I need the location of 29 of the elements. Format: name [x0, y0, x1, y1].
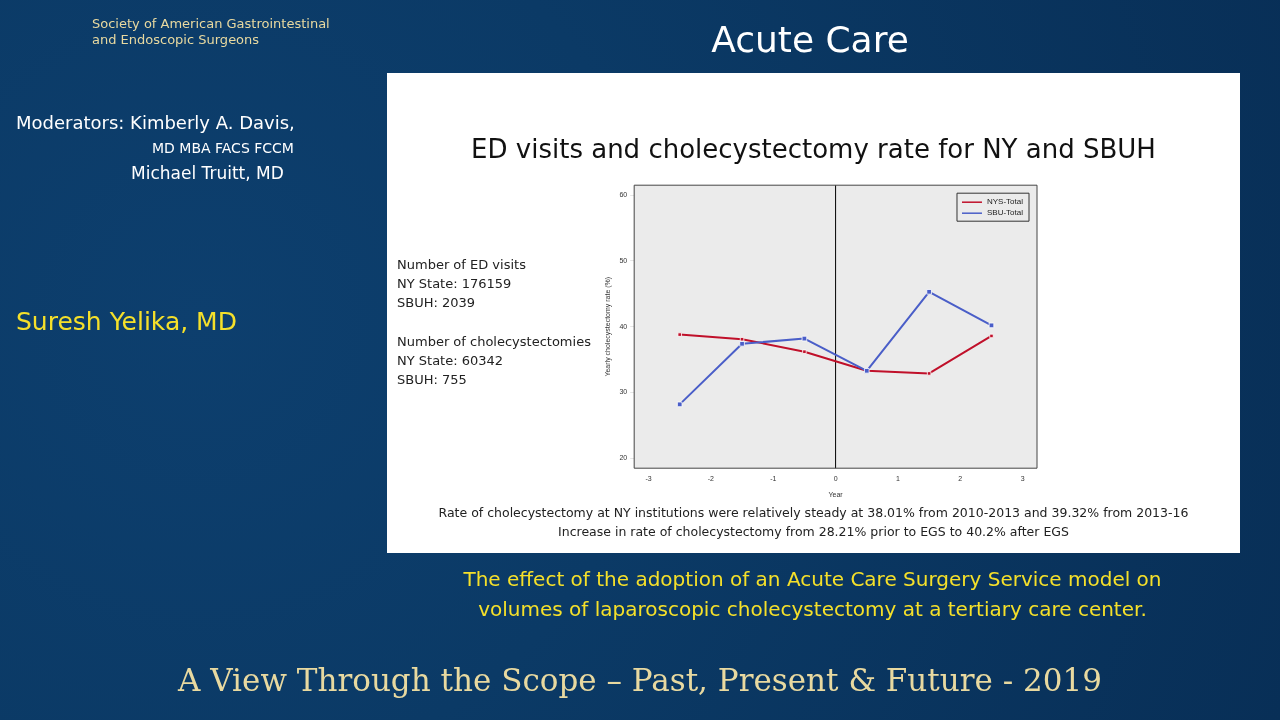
point: [988, 322, 995, 329]
text: Moderators: Kimberly A. Davis,: [16, 112, 295, 134]
text: Number of ED visits: [397, 257, 526, 273]
text: A View Through the Scope – Past, Present & Future - 2019: [176, 662, 1103, 700]
text: MD MBA FACS FCCM: [152, 140, 294, 157]
text: SBUH: 2039: [397, 295, 476, 311]
point: [677, 332, 682, 337]
text: SBUH: 755: [397, 372, 467, 388]
point: [926, 289, 932, 295]
text: The effect of the adoption of an Acute Care Surgery Service model on: [462, 567, 1163, 591]
text: Society of American Gastrointestinal and Endoscopic Surgeons: [92, 16, 331, 48]
point: [802, 349, 807, 354]
point: [739, 341, 745, 347]
text: Number of cholecystectomies: [397, 334, 591, 350]
text: volumes of laparoscopic cholecystectomy at a tertiary care center.: [477, 597, 1148, 621]
text: Rate of cholecystectomy at NY institutions were relatively steady at 38.01% from 2010-2013 and 39.32% from 2013-16: [437, 505, 1190, 520]
text: NY State: 176159: [397, 276, 512, 292]
point: [676, 401, 683, 408]
text: NY State: 60342: [397, 353, 504, 369]
point: [926, 371, 932, 376]
legend-label: NYS-Total: [986, 197, 1024, 207]
text: Suresh Yelika, MD: [16, 307, 237, 337]
point: [801, 335, 808, 342]
chart-title: ED visits and cholecystectomy rate for NY and SBUH: [470, 134, 1157, 164]
point: [989, 333, 994, 339]
text: Michael Truitt, MD: [131, 163, 284, 184]
legend-label: SBU-Total: [986, 208, 1024, 218]
text: Acute Care: [710, 18, 910, 62]
text: Increase in rate of cholecystectomy from 28.21% prior to EGS to 40.2% after EGS: [557, 524, 1070, 539]
